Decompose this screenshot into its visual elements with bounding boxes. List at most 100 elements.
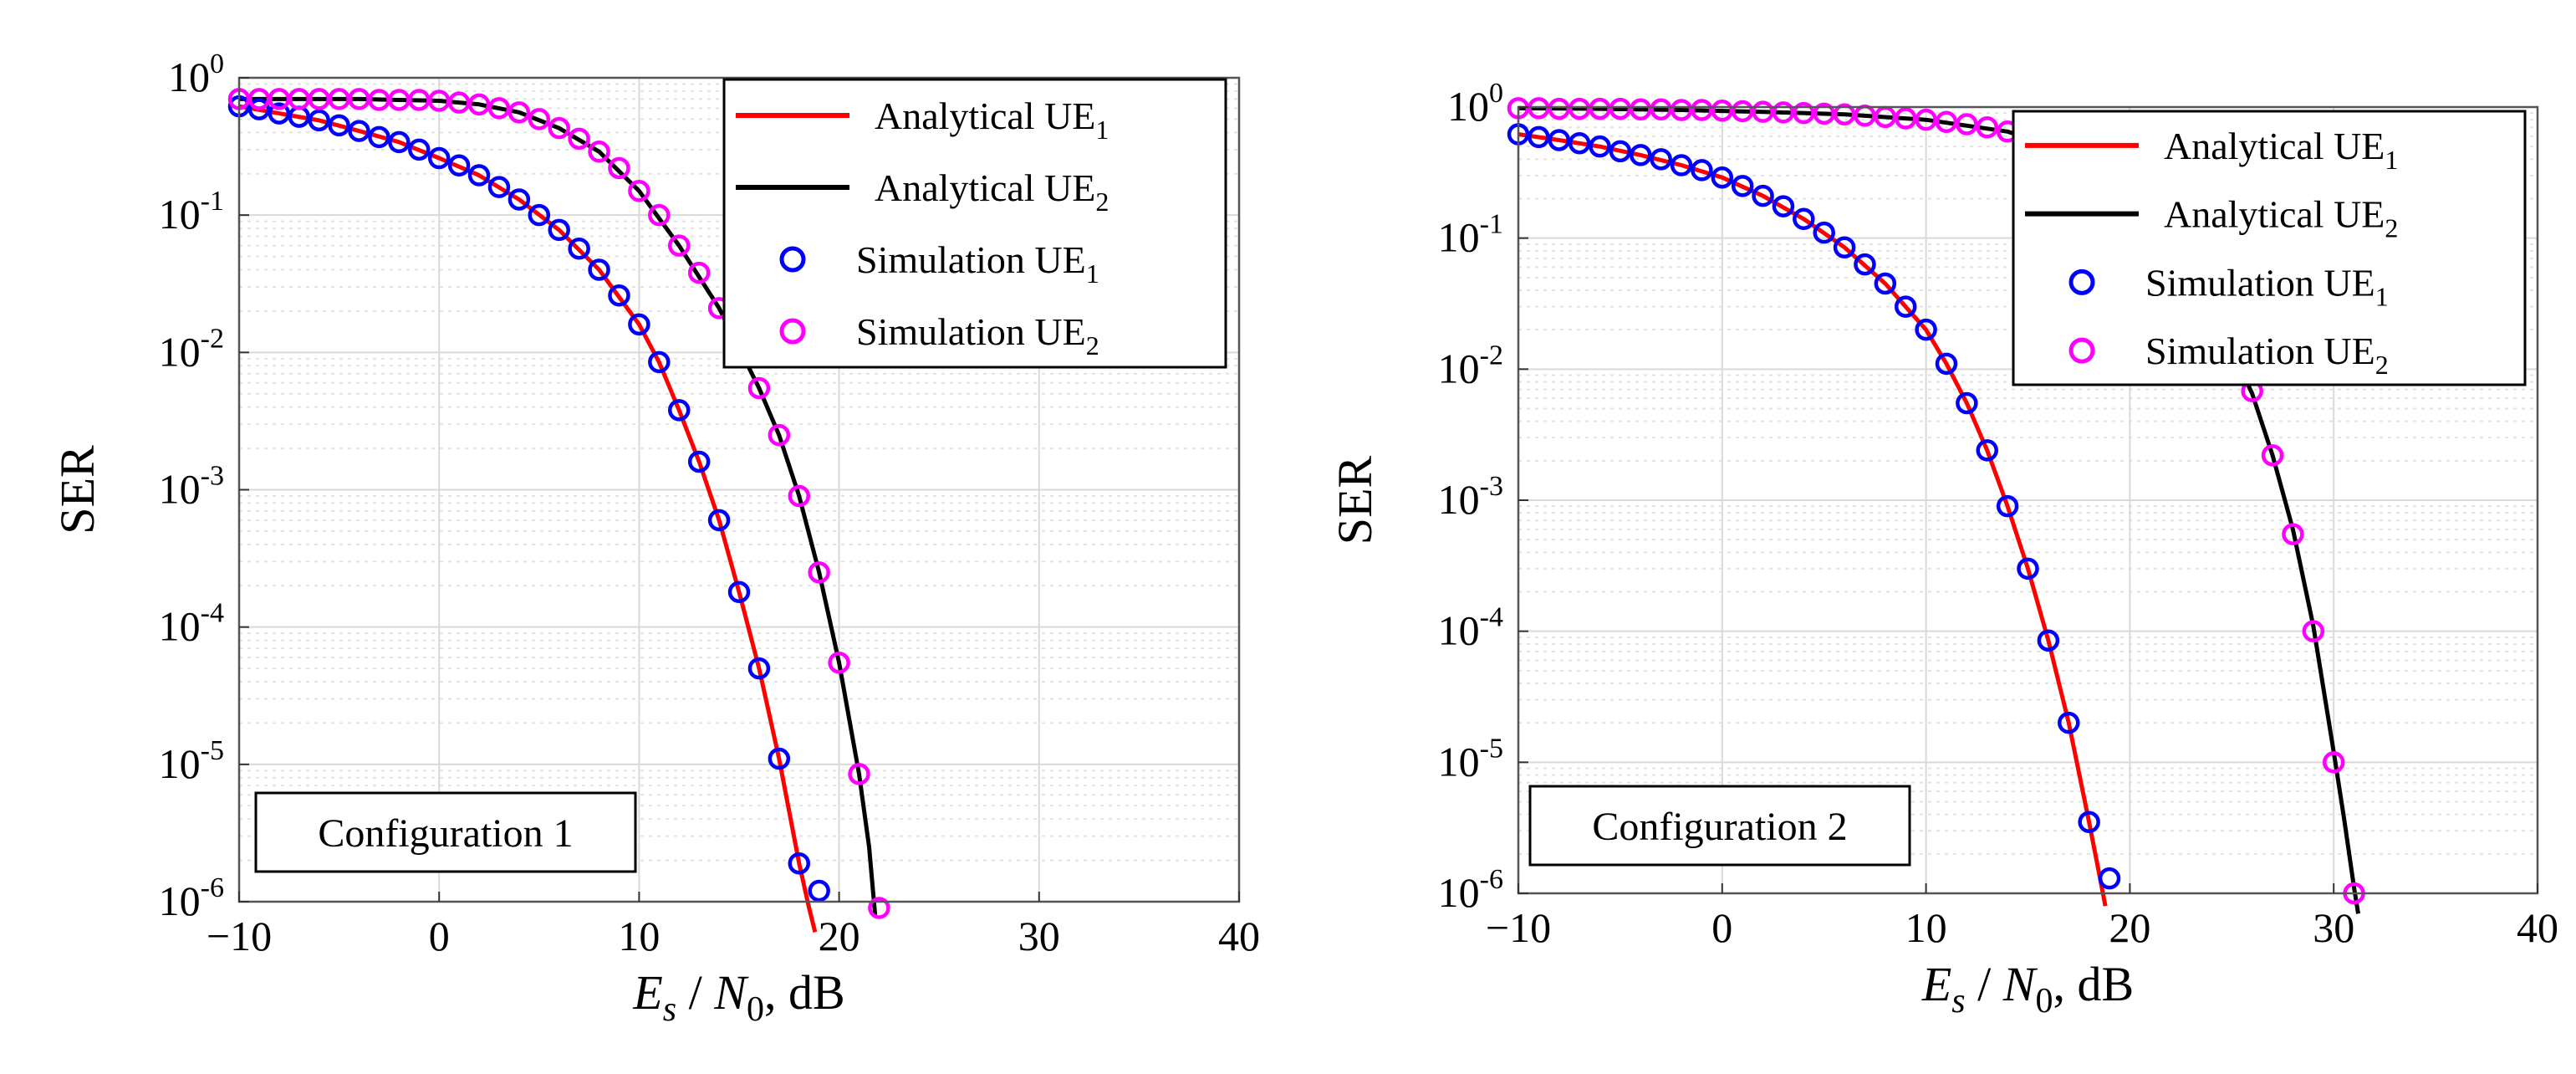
series-line-analytical-ue1 (238, 104, 818, 933)
legend-entry: Simulation UE1 (779, 238, 1099, 289)
y-tick-base: 10 (1438, 607, 1480, 654)
x-tick-label: 10 (618, 913, 660, 959)
x-label-var: E (632, 965, 662, 1020)
x-label-unit: , dB (764, 965, 845, 1020)
legend-box (2012, 110, 2527, 386)
legend-entry: Analytical UE2 (736, 166, 1109, 217)
data-point (1691, 159, 1713, 182)
data-point (588, 141, 610, 163)
data-point (568, 127, 590, 151)
y-tick-exponent: -5 (1480, 733, 1503, 764)
data-point (2282, 523, 2304, 545)
data-point (1731, 100, 1754, 123)
legend-text: Simulation UE (856, 310, 1086, 353)
legend-box (722, 78, 1227, 369)
legend-label: Analytical UE1 (2164, 125, 2398, 175)
data-point (768, 423, 791, 447)
data-point (1650, 98, 1672, 121)
y-tick-exponent: -1 (201, 186, 224, 217)
legend-subscript: 2 (1095, 187, 1109, 217)
x-label-var2: N (2002, 957, 2038, 1011)
legend-subscript: 2 (2385, 213, 2398, 243)
y-tick-label: 10-1 (1438, 209, 1503, 261)
configuration-box (1528, 785, 1911, 867)
chart-configuration-2: −10 0 10 20 30 4010010-110-210-310-410-510-6S… (1328, 78, 2558, 1020)
data-point (487, 176, 511, 198)
data-point (1833, 236, 1856, 258)
legend-label: Simulation UE2 (856, 310, 1099, 361)
legend-label: Simulation UE1 (2145, 261, 2389, 311)
data-point (667, 399, 691, 422)
data-point (268, 102, 291, 125)
y-tick-label: 10-4 (159, 598, 224, 650)
data-point (1813, 102, 1835, 125)
y-tick-base: 10 (159, 466, 201, 513)
y-tick-base: 10 (1438, 214, 1480, 261)
legend-subscript: 1 (1086, 258, 1099, 289)
data-point (548, 218, 570, 242)
y-tick-exponent: -5 (201, 735, 224, 766)
data-point (747, 657, 771, 680)
x-label-sub: s (1951, 982, 1965, 1020)
legend-entry: Analytical UE1 (2025, 125, 2398, 175)
x-tick-label: 20 (819, 913, 860, 959)
data-point (628, 313, 650, 336)
legend-entry: Analytical UE1 (736, 95, 1109, 145)
data-point (1528, 97, 1550, 120)
data-point (2098, 867, 2121, 890)
x-label-sub2: 0 (2035, 982, 2053, 1020)
data-point (2261, 444, 2284, 467)
data-point (588, 258, 610, 281)
series-markers-simulation-ue2 (227, 88, 890, 919)
data-point (608, 284, 630, 307)
data-point (1568, 131, 1591, 155)
data-point (1670, 154, 1693, 176)
x-tick-label: 10 (1905, 904, 1947, 951)
x-label-unit: , dB (2053, 957, 2134, 1011)
data-point (467, 164, 491, 187)
data-point (788, 852, 811, 875)
legend-entry: Simulation UE2 (779, 310, 1099, 361)
series-group (227, 88, 890, 933)
y-tick-base: 10 (159, 877, 201, 924)
y-tick-exponent: 0 (210, 49, 224, 79)
data-point (687, 261, 711, 284)
x-tick-label: 30 (1018, 913, 1060, 959)
x-tick-label: 20 (2109, 904, 2150, 951)
y-tick-exponent: -4 (201, 598, 224, 629)
data-point (868, 897, 890, 919)
data-point (628, 180, 650, 202)
y-tick-exponent: -3 (1480, 471, 1503, 502)
data-point (1976, 116, 1998, 139)
legend-text: Analytical UE (875, 95, 1095, 137)
data-point (1894, 295, 1917, 318)
data-point (1670, 99, 1693, 121)
data-point (508, 188, 531, 211)
data-point (247, 98, 271, 120)
data-point (1772, 195, 1795, 217)
series-markers-simulation-ue1 (1507, 123, 2121, 890)
y-tick-exponent: -3 (201, 461, 224, 492)
y-tick-base: 10 (1438, 345, 1480, 391)
data-point (648, 203, 671, 227)
data-point (528, 108, 551, 130)
data-point (1996, 494, 2019, 518)
legend-subscript: 1 (2375, 281, 2389, 311)
legend-text: Analytical UE (875, 166, 1095, 209)
data-point (747, 376, 771, 400)
y-tick-label: 10-1 (159, 186, 224, 238)
y-tick-label: 10-4 (1438, 602, 1503, 654)
data-point (1894, 107, 1917, 130)
data-point (1813, 221, 1835, 244)
data-point (1609, 97, 1632, 120)
data-point (828, 652, 850, 674)
y-tick-exponent: 0 (1489, 78, 1503, 109)
legend-label: Analytical UE1 (875, 95, 1109, 145)
y-tick-exponent: -1 (1480, 209, 1503, 240)
legend-marker-swatch (2068, 268, 2095, 295)
y-tick-base: 10 (159, 328, 201, 375)
data-point (2302, 620, 2325, 642)
data-point (707, 509, 731, 532)
legend-label: Simulation UE1 (856, 238, 1099, 289)
